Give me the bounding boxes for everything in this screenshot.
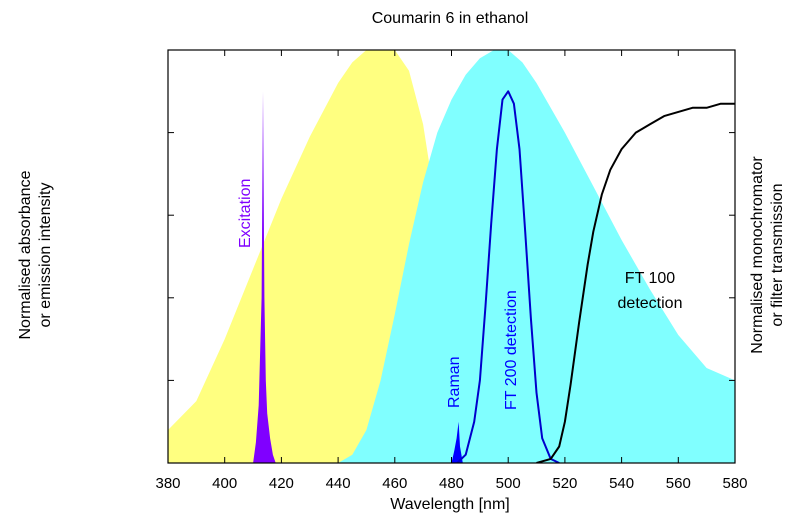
raman-peak — [451, 421, 463, 463]
x-tick-label: 480 — [439, 475, 464, 492]
emission-area — [338, 50, 735, 463]
ft100-label-line1: FT 100 — [625, 270, 676, 287]
x-tick-label: 520 — [552, 475, 577, 492]
ft100-label-line2: detection — [618, 295, 683, 312]
x-axis-label: Wavelength [nm] — [390, 496, 510, 513]
x-tick-label: 420 — [269, 475, 294, 492]
x-tick-label: 560 — [666, 475, 691, 492]
excitation-label: Excitation — [237, 179, 254, 248]
x-tick-label: 460 — [382, 475, 407, 492]
x-tick-label: 540 — [609, 475, 634, 492]
excitation-peak — [253, 91, 276, 463]
series-layer — [168, 50, 735, 463]
x-tick-label: 400 — [212, 475, 237, 492]
x-tick-label: 380 — [155, 475, 180, 492]
ft200-label: FT 200 detection — [503, 290, 520, 410]
chart-title: Coumarin 6 in ethanol — [371, 10, 529, 27]
tick-layer: 380 400 420 440 460 480 500 520 540 560 580 — [155, 50, 748, 492]
raman-label: Raman — [446, 356, 463, 408]
x-tick-label: 440 — [326, 475, 351, 492]
ft200-detection-line — [456, 90, 560, 463]
x-tick-label: 580 — [722, 475, 747, 492]
ft100-detection-line — [536, 102, 735, 463]
x-tick-label: 500 — [496, 475, 521, 492]
